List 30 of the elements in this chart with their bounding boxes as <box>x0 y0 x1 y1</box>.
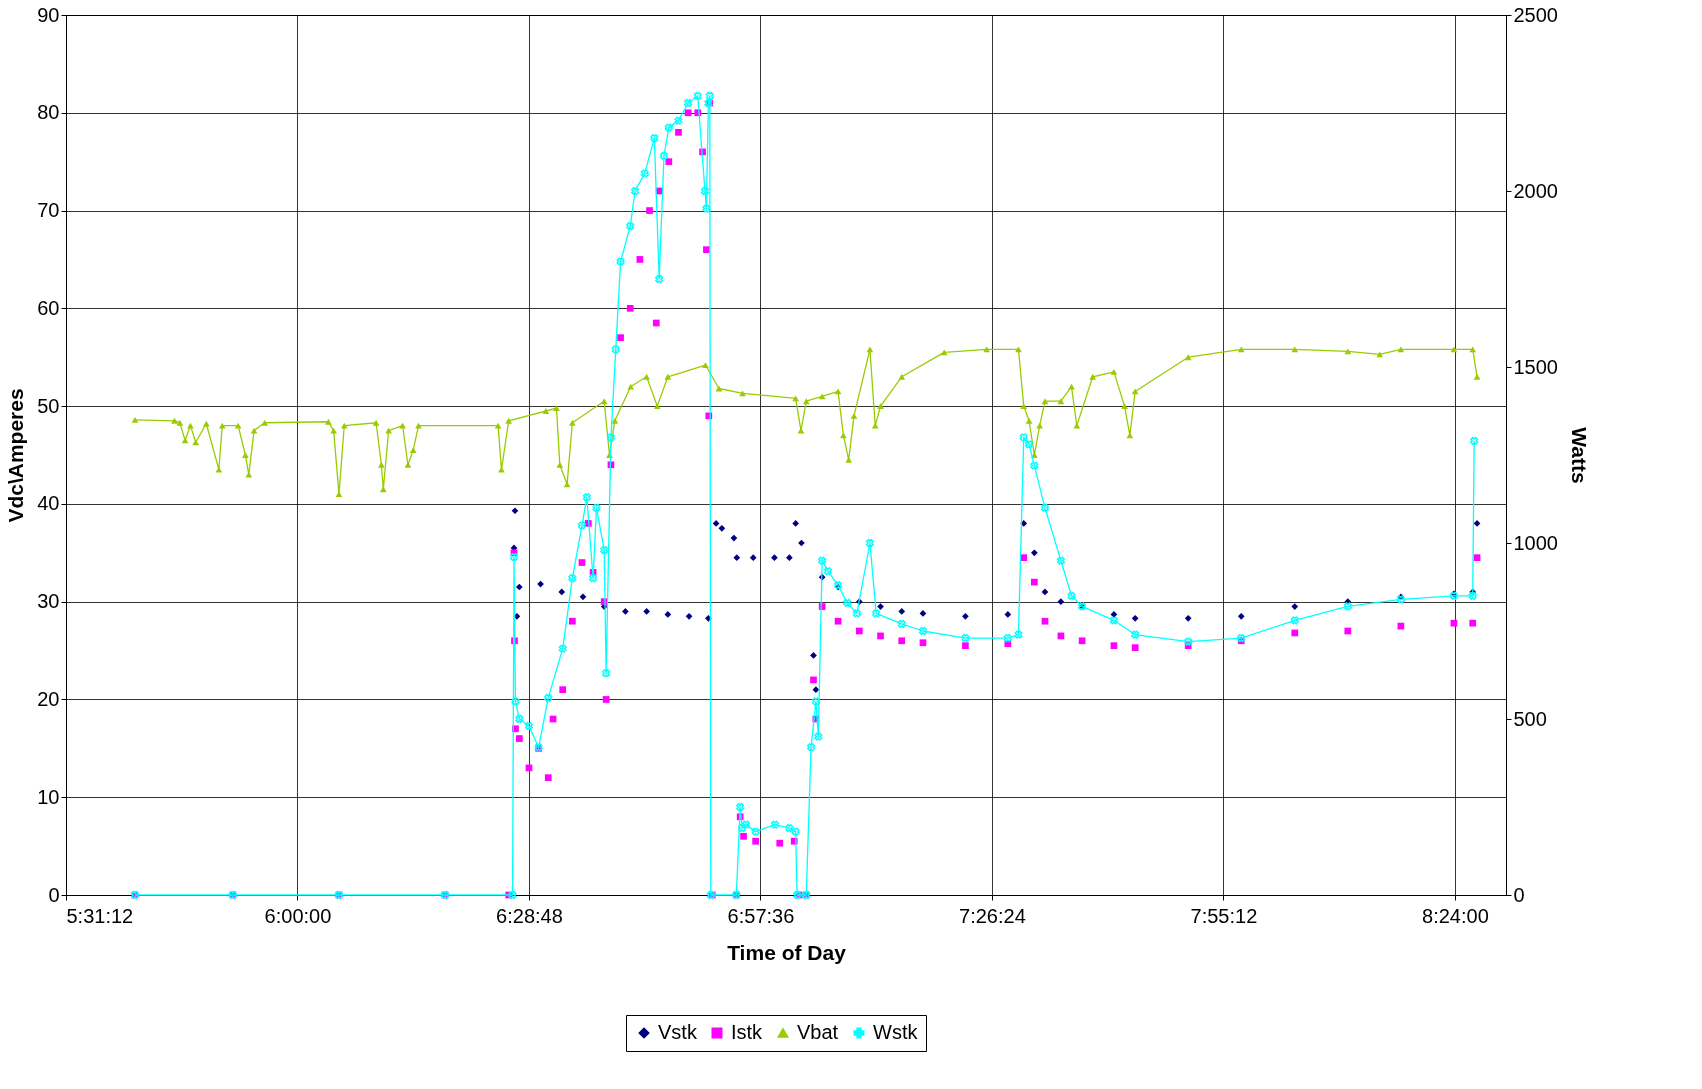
y-tick-label: 40 <box>37 492 60 515</box>
legend-label: Vbat <box>797 1021 839 1043</box>
y2-tick-label: 1000 <box>1513 531 1558 554</box>
x-axis-title: Time of Day <box>727 940 847 964</box>
y-tick-label: 60 <box>37 296 60 319</box>
x-tick-label: 6:57:36 <box>727 904 795 927</box>
y-tick-label: 0 <box>48 883 60 906</box>
x-tick-label: 7:26:24 <box>959 904 1026 927</box>
x-tick-label: 5:31:12 <box>66 904 134 927</box>
y-tick-label: 30 <box>37 590 60 613</box>
y2-tick-label: 0 <box>1513 883 1525 906</box>
y-tick-label: 70 <box>37 199 60 222</box>
legend-label: Istk <box>731 1021 764 1043</box>
y-axis-title: Vdc\Amperes <box>4 388 28 523</box>
x-tick-label: 8:24:00 <box>1422 904 1489 927</box>
y2-tick-label: 1500 <box>1513 355 1558 378</box>
y2-tick-label: 2500 <box>1513 3 1558 26</box>
y-tick-label: 20 <box>37 687 60 710</box>
y-tick-label: 80 <box>37 101 60 124</box>
x-tick-label: 6:28:48 <box>496 904 563 927</box>
y2-tick-label: 2000 <box>1513 179 1558 202</box>
legend-label: Vstk <box>658 1021 698 1043</box>
x-tick-label: 7:55:12 <box>1190 904 1258 927</box>
x-tick-label: 6:00:00 <box>264 904 332 927</box>
legend-label: Wstk <box>873 1021 919 1043</box>
y-tick-label: 10 <box>37 785 60 808</box>
y2-tick-label: 500 <box>1513 707 1547 730</box>
y-tick-label: 90 <box>37 3 60 26</box>
y-tick-label: 50 <box>37 394 60 417</box>
y2-axis-title: Watts <box>1567 427 1591 484</box>
